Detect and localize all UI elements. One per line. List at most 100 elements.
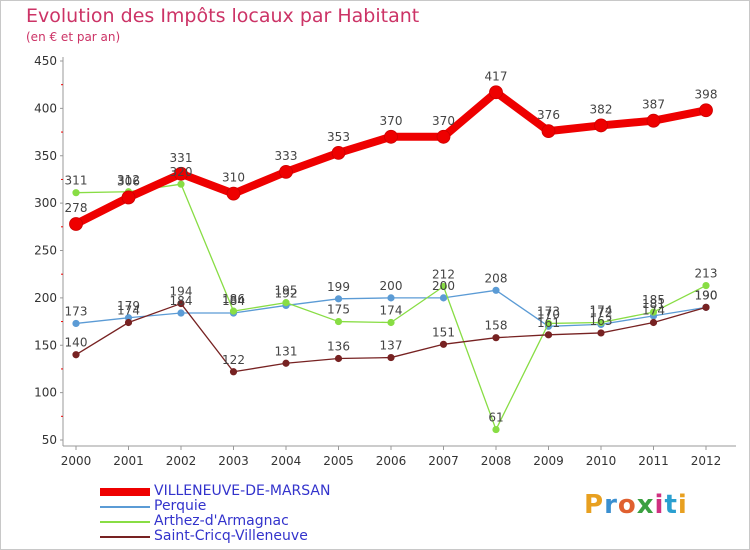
- data-label: 331: [170, 151, 193, 165]
- logo-letter: r: [604, 490, 618, 520]
- y-tick-label: 50: [42, 433, 57, 447]
- logo-letter: i: [654, 490, 665, 520]
- data-point: [387, 294, 395, 302]
- y-tick-label: 350: [34, 149, 57, 163]
- x-tick-label: 2003: [218, 454, 249, 468]
- data-point: [282, 299, 290, 307]
- legend-label: Arthez-d'Armagnac: [154, 513, 289, 529]
- x-tick-label: 2010: [586, 454, 617, 468]
- data-point: [121, 190, 136, 205]
- data-point: [702, 303, 710, 311]
- data-point: [439, 340, 448, 348]
- x-tick-label: 2011: [638, 454, 669, 468]
- data-point: [597, 318, 605, 327]
- data-label: 200: [380, 279, 403, 293]
- data-point: [646, 113, 661, 128]
- data-label: 140: [65, 336, 88, 350]
- data-label: 213: [695, 267, 718, 281]
- data-label: 192: [275, 286, 298, 300]
- data-point: [279, 164, 293, 179]
- data-point: [72, 189, 80, 197]
- data-point: [541, 124, 556, 139]
- data-point: [597, 329, 605, 337]
- data-point: [334, 317, 343, 326]
- y-tick-label: 150: [34, 338, 57, 352]
- data-label: 212: [432, 268, 455, 282]
- data-label: 173: [65, 304, 88, 318]
- data-point: [331, 146, 346, 160]
- data-label: 417: [485, 69, 508, 83]
- data-point: [387, 353, 395, 362]
- x-tick-label: 2000: [61, 454, 92, 468]
- logo-letter: i: [677, 490, 688, 520]
- x-tick-label: 2001: [113, 454, 144, 468]
- data-point: [439, 294, 448, 302]
- data-point: [334, 354, 343, 363]
- data-label: 278: [65, 201, 88, 215]
- data-point: [229, 307, 238, 315]
- data-point: [229, 368, 238, 376]
- data-label: 137: [380, 339, 403, 353]
- logo-letter: t: [664, 490, 678, 520]
- data-point: [436, 129, 451, 144]
- data-label: 175: [327, 303, 350, 317]
- data-point: [439, 282, 448, 291]
- data-point: [177, 180, 185, 188]
- data-point: [544, 319, 553, 328]
- logo-letter: x: [636, 490, 655, 520]
- data-label: 158: [485, 319, 508, 333]
- data-label: 173: [537, 304, 560, 318]
- data-label: 172: [590, 305, 613, 319]
- data-point: [699, 103, 713, 118]
- legend-label: Perquie: [154, 498, 207, 514]
- data-label: 163: [590, 314, 613, 328]
- x-tick-label: 2009: [533, 454, 564, 468]
- legend-swatch: [100, 521, 150, 523]
- data-label: 387: [642, 98, 665, 112]
- data-label: 151: [432, 325, 455, 339]
- chart-subtitle: (en € et par an): [26, 30, 121, 44]
- y-tick-label: 250: [34, 244, 57, 258]
- data-label: 199: [327, 280, 350, 294]
- data-label: 306: [117, 174, 140, 188]
- x-tick-label: 2005: [323, 454, 354, 468]
- data-label: 382: [590, 102, 613, 116]
- data-label: 353: [327, 130, 350, 144]
- data-label: 184: [222, 294, 245, 308]
- data-point: [177, 309, 185, 317]
- data-label: 376: [537, 108, 560, 122]
- data-label: 190: [695, 288, 718, 302]
- data-label: 184: [170, 294, 193, 308]
- legend-label: Saint-Cricq-Villeneuve: [154, 528, 308, 544]
- data-point: [177, 299, 185, 308]
- x-tick-label: 2007: [428, 454, 459, 468]
- logo-letter: o: [617, 490, 637, 520]
- data-point: [544, 331, 553, 339]
- data-label: 398: [695, 87, 718, 101]
- data-label: 311: [65, 174, 88, 188]
- x-tick-label: 2012: [691, 454, 722, 468]
- data-label: 136: [327, 340, 350, 354]
- y-tick-label: 100: [34, 386, 57, 400]
- data-label: 161: [537, 316, 560, 330]
- data-label: 195: [275, 284, 298, 298]
- proxiti-logo: Proxiti: [584, 490, 688, 520]
- data-point: [124, 318, 133, 327]
- data-point: [72, 319, 80, 328]
- data-point: [282, 359, 290, 367]
- data-label: 320: [170, 165, 193, 179]
- data-label: 181: [642, 297, 665, 311]
- legend-swatch: [100, 506, 150, 508]
- data-point: [384, 129, 398, 144]
- data-point: [72, 351, 80, 359]
- data-point: [594, 118, 608, 133]
- x-tick-label: 2006: [376, 454, 407, 468]
- data-point: [649, 318, 658, 327]
- data-label: 208: [485, 271, 508, 285]
- y-tick-label: 300: [34, 196, 57, 210]
- data-label: 61: [488, 411, 503, 425]
- chart-title: Evolution des Impôts locaux par Habitant: [26, 5, 420, 27]
- x-tick-label: 2002: [166, 454, 197, 468]
